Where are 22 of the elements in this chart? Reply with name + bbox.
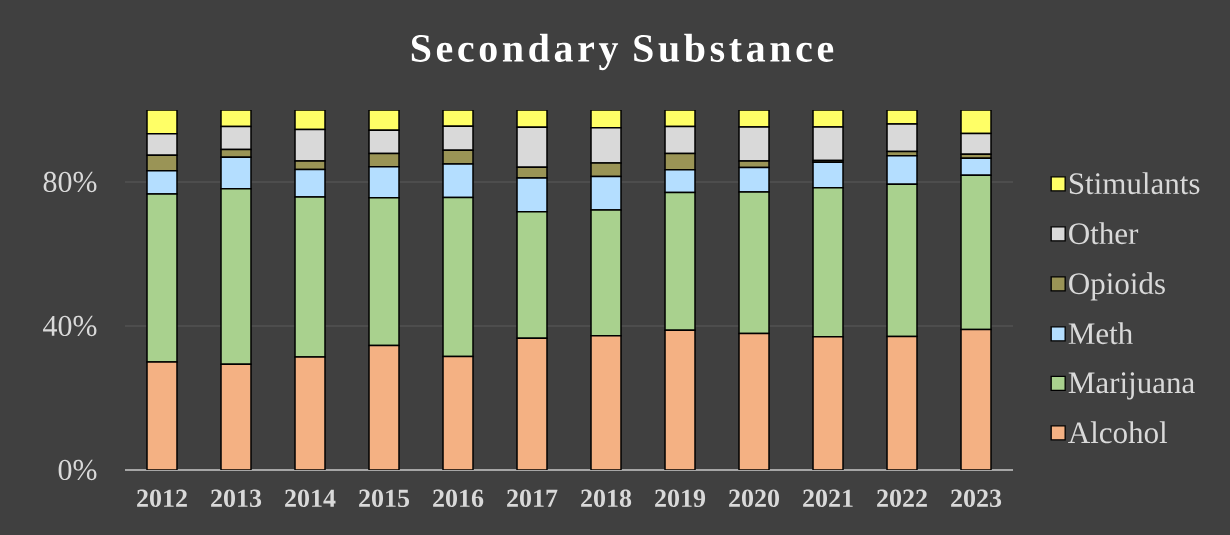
legend-label: Other xyxy=(1069,222,1139,245)
x-tick-label: 2021 xyxy=(803,489,853,508)
x-tick-label: 2015 xyxy=(359,489,410,508)
x-tick-label: 2020 xyxy=(729,489,780,508)
x-tick-label: 2019 xyxy=(655,489,706,508)
legend-label: Stimulants xyxy=(1069,172,1200,195)
y-tick-label: 0% xyxy=(58,459,97,481)
x-tick-label: 2023 xyxy=(951,489,1002,508)
legend-label: Alcohol xyxy=(1068,421,1168,444)
x-tick-label: 2013 xyxy=(211,489,262,508)
x-tick-label: 2014 xyxy=(285,489,336,508)
x-tick-label: 2017 xyxy=(507,489,558,508)
x-tick-label: 2018 xyxy=(581,489,632,508)
y-tick-label: 40% xyxy=(43,315,97,337)
legend-label: Marijuana xyxy=(1068,372,1195,400)
x-tick-label: 2016 xyxy=(433,489,484,508)
y-tick-label: 80% xyxy=(43,171,97,193)
x-tick-label: 2012 xyxy=(137,489,187,508)
legend-label: Meth xyxy=(1068,322,1133,345)
legend-label: Opioids xyxy=(1069,272,1165,301)
x-tick-label: 2022 xyxy=(877,489,927,508)
chart-title: Secondary Substance xyxy=(411,33,834,71)
